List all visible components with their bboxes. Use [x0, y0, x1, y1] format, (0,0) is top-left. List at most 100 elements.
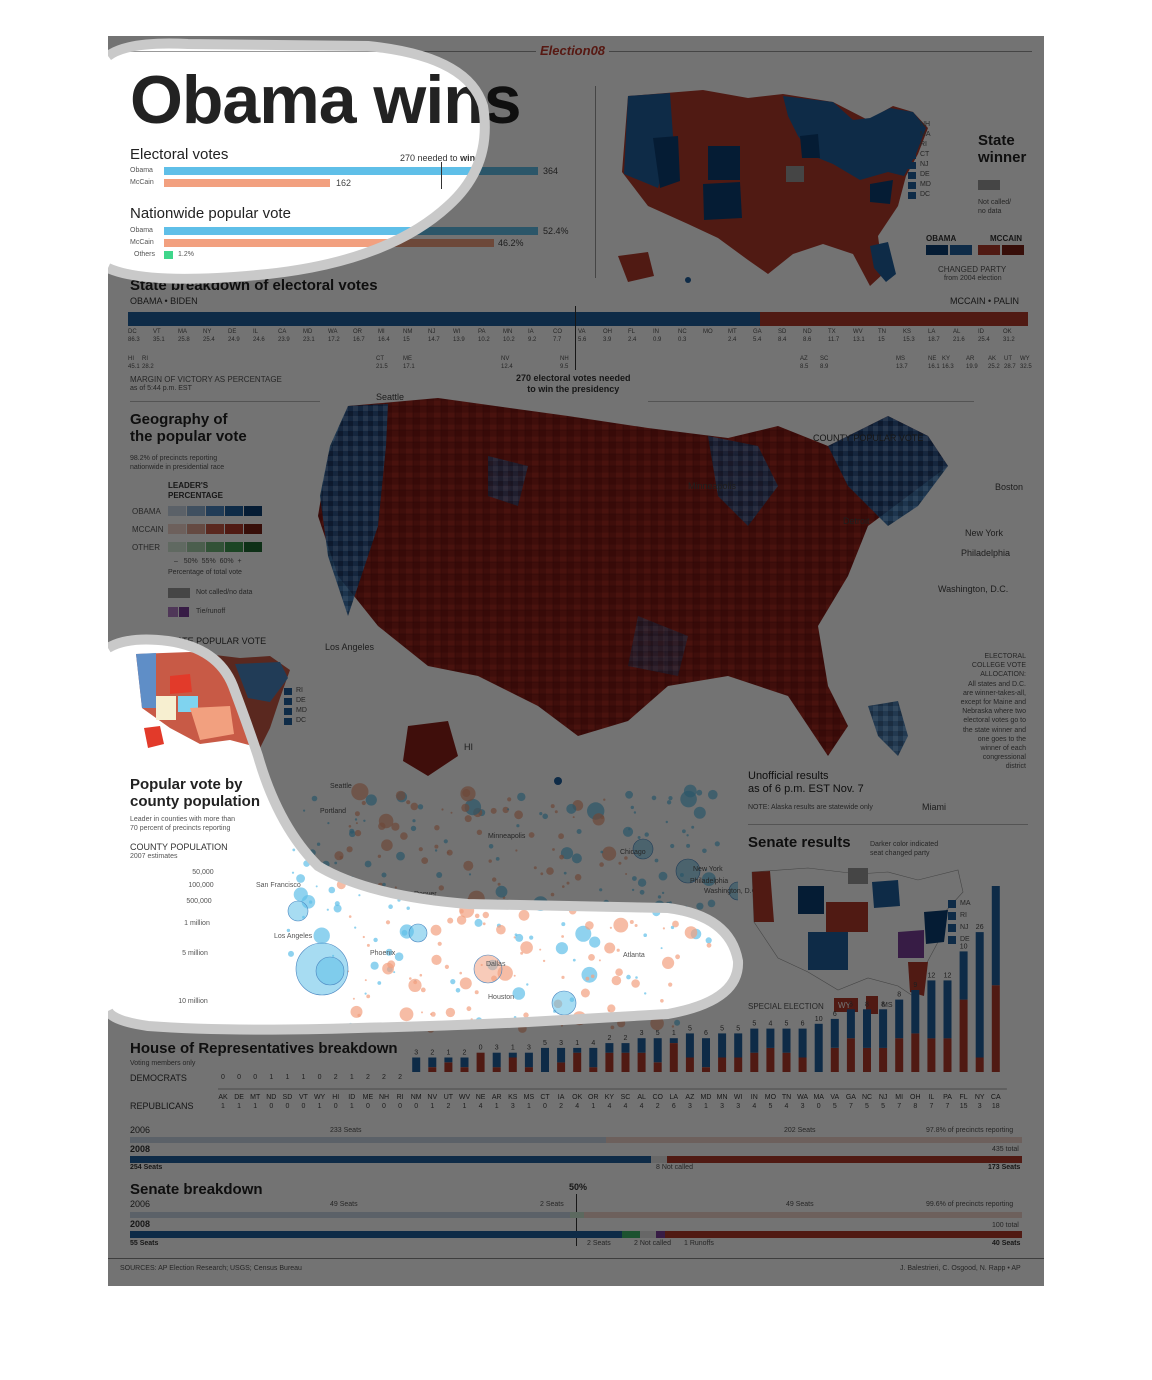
small-state-label: MA	[920, 131, 931, 138]
county-bubble	[714, 841, 720, 847]
allocation-line: district	[1005, 763, 1026, 771]
senate-2008-rep: 40 Seats	[992, 1240, 1021, 1247]
house-rep-value: 1	[253, 1103, 257, 1110]
house-dem-bar	[524, 1052, 533, 1068]
house-state-label: SC	[621, 1094, 631, 1101]
house-dem-top-label: 6	[849, 1001, 853, 1008]
bubble-city-label: Seattle	[330, 783, 352, 790]
breakdown-margin: 35.1	[153, 337, 165, 343]
house-state-label: CA	[991, 1094, 1001, 1101]
house-rep-value: 4	[607, 1103, 611, 1110]
breakdown-margin: 11.7	[828, 337, 840, 343]
house-rep-bar	[702, 1067, 710, 1072]
house-state-label: ID	[348, 1094, 355, 1101]
bubble-city-label: Minneapolis	[488, 833, 526, 840]
senate-2008-ind-bar	[622, 1231, 640, 1238]
state-popular-arizona	[156, 696, 176, 720]
house-dem-top-label: 10	[815, 1016, 823, 1023]
house-dem-value: 0	[221, 1074, 225, 1081]
house-rep-value: 8	[913, 1103, 917, 1110]
house-2008-dem-bar	[130, 1156, 651, 1163]
county-bubble	[303, 860, 310, 867]
house-rep-value: 5	[881, 1103, 885, 1110]
house-rep-bar	[782, 1052, 791, 1072]
breakdown-left-label: OBAMA • BIDEN	[130, 296, 198, 306]
breakdown-state: CT	[376, 356, 384, 362]
breakdown-margin: 2.4	[628, 337, 637, 343]
leader-legend-title: LEADER'S PERCENTAGE	[168, 481, 223, 501]
house-dem-top-label: 5	[688, 1025, 692, 1032]
house-state-label: KS	[508, 1094, 518, 1101]
county-bubble	[696, 789, 703, 796]
legend-obama-held	[950, 245, 972, 255]
house-dem-top-label: 26	[976, 924, 984, 931]
breakdown-margin: 25.4	[978, 337, 990, 343]
house-dem-top-label: 8	[865, 1001, 869, 1008]
house-dem-value: 1	[285, 1074, 289, 1081]
house-state-label: GA	[846, 1094, 856, 1101]
state-map-iowa	[800, 134, 820, 158]
house-state-label: IA	[558, 1094, 565, 1101]
house-state-label: MS	[524, 1094, 535, 1101]
house-state-label: RI	[397, 1094, 404, 1101]
breakdown-margin: 28.2	[142, 364, 154, 370]
breakdown-margin: 19.9	[966, 364, 978, 370]
small-state-swatch	[908, 182, 916, 189]
breakdown-margin: 10.2	[503, 337, 515, 343]
breakdown-margin: 14.7	[428, 337, 440, 343]
county-bubble	[540, 872, 544, 876]
house-dem-top-label: 1	[446, 1050, 450, 1057]
county-bubble	[686, 834, 689, 837]
senate-2006-year: 2006	[130, 1199, 151, 1209]
breakdown-margin: 3.9	[603, 337, 612, 343]
senate-2006-rep-bar	[584, 1212, 1022, 1218]
house-rep-bar	[975, 1057, 984, 1072]
breakdown-margin: 15.3	[903, 337, 915, 343]
leader-swatch	[187, 506, 205, 516]
house-state-label: NM	[411, 1094, 422, 1101]
house-dem-bar	[895, 999, 904, 1039]
house-state-label: NJ	[879, 1094, 888, 1101]
house-rep-value: 4	[575, 1103, 579, 1110]
breakdown-state: MN	[503, 329, 513, 335]
house-dem-top-label: 8	[897, 992, 901, 999]
house-state-label: MO	[765, 1094, 777, 1101]
house-dem-bar	[573, 1047, 582, 1053]
house-dem-top-label: 12	[944, 972, 952, 979]
leader-swatch	[206, 524, 224, 534]
county-bubble	[666, 800, 672, 805]
sp-small-swatch	[284, 708, 292, 715]
house-dem-bar	[750, 1028, 759, 1053]
breakdown-state: MA	[178, 329, 187, 335]
small-state-swatch	[908, 172, 916, 179]
house-rep-value: 0	[366, 1103, 370, 1110]
breakdown-state: MT	[728, 329, 737, 335]
county-bubble	[396, 851, 405, 861]
electoral-needed: 270 needed to win	[400, 153, 476, 163]
house-rep-value: 1	[430, 1103, 434, 1110]
senate-2008-not-called: 2 Not called	[634, 1240, 671, 1247]
house-dem-bar	[943, 980, 952, 1039]
breakdown-margin: 8.5	[800, 364, 809, 370]
house-state-label: SD	[283, 1094, 293, 1101]
breakdown-margin: 45.1	[128, 364, 140, 370]
breakdown-state: PA	[478, 329, 486, 335]
breakdown-state: WV	[853, 329, 863, 335]
county-bubble	[334, 861, 338, 865]
margin-note: MARGIN OF VICTORY AS PERCENTAGE	[130, 375, 282, 384]
state-popular-title: STATE POPULAR VOTE	[166, 636, 267, 646]
footer-credits: J. Balestrieri, C. Osgood, N. Rapp • AP	[900, 1265, 1021, 1272]
bubble-city-label: Chicago	[620, 849, 646, 856]
small-state-swatch	[908, 122, 916, 129]
breakdown-state: WA	[328, 329, 338, 335]
house-rep-value: 3	[720, 1103, 724, 1110]
breakdown-state: CA	[278, 329, 287, 335]
county-bubble	[468, 873, 472, 876]
county-bubble	[554, 810, 558, 814]
house-state-label: VA	[830, 1094, 839, 1101]
popular-obama-bar	[164, 227, 538, 235]
senate-2008-runoff-bar	[656, 1231, 665, 1238]
house-rep-value: 4	[624, 1103, 628, 1110]
breakdown-margin: 5.4	[753, 337, 762, 343]
house-rep-value: 7	[929, 1103, 933, 1110]
